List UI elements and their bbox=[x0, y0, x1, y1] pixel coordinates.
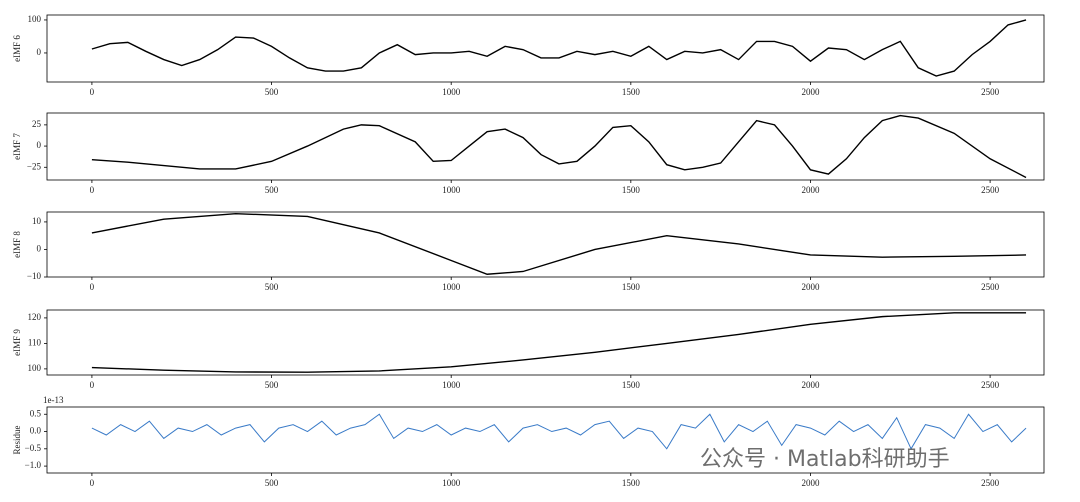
y-tick-label: 120 bbox=[28, 312, 42, 322]
y-axis-label: Residue bbox=[12, 425, 22, 454]
x-tick-label: 1500 bbox=[622, 282, 641, 292]
x-tick-label: 500 bbox=[265, 185, 279, 195]
x-tick-label: 2500 bbox=[981, 282, 1000, 292]
y-tick-label: 100 bbox=[28, 14, 42, 24]
x-tick-label: 0 bbox=[90, 282, 95, 292]
axes-frame bbox=[46, 14, 1045, 83]
y-tick-label: 0 bbox=[37, 47, 42, 57]
data-line bbox=[91, 212, 1027, 275]
x-tick-label: 2000 bbox=[801, 87, 820, 97]
x-tick-label: 2500 bbox=[981, 87, 1000, 97]
x-tick-label: 1000 bbox=[442, 87, 461, 97]
axes-frame bbox=[46, 309, 1045, 376]
x-tick-label: 1000 bbox=[442, 282, 461, 292]
data-line bbox=[91, 413, 1027, 450]
y-tick-label: −25 bbox=[27, 161, 42, 171]
x-tick-label: 500 bbox=[265, 282, 279, 292]
y-tick-label: 25 bbox=[32, 119, 42, 129]
watermark: 公众号 · Matlab科研助手 bbox=[700, 447, 950, 472]
y-tick-label: 10 bbox=[32, 216, 42, 226]
x-tick-label: 0 bbox=[90, 478, 95, 488]
x-tick-label: 0 bbox=[90, 185, 95, 195]
x-tick-label: 1500 bbox=[622, 478, 641, 488]
x-tick-label: 2000 bbox=[801, 185, 820, 195]
data-line bbox=[91, 312, 1027, 373]
x-tick-label: 1000 bbox=[442, 185, 461, 195]
y-axis-label: eIMF 9 bbox=[12, 329, 22, 356]
data-line bbox=[91, 114, 1027, 179]
axes-frame bbox=[46, 112, 1045, 181]
axes-frame bbox=[46, 406, 1045, 474]
y-tick-label: 110 bbox=[28, 337, 42, 347]
y-tick-label: 0 bbox=[37, 140, 42, 150]
x-tick-label: 2000 bbox=[801, 478, 820, 488]
y-tick-label: 0.5 bbox=[30, 408, 42, 418]
x-tick-label: 1500 bbox=[622, 380, 641, 390]
x-tick-label: 2000 bbox=[801, 380, 820, 390]
x-tick-label: 2500 bbox=[981, 185, 1000, 195]
x-tick-label: 500 bbox=[265, 380, 279, 390]
y-axis-label: eIMF 7 bbox=[12, 133, 22, 160]
x-tick-label: 1000 bbox=[442, 478, 461, 488]
axes-frame bbox=[46, 211, 1045, 278]
y-tick-label: −1.0 bbox=[25, 460, 42, 470]
y-tick-label: 0 bbox=[37, 244, 42, 254]
y-axis-label: eIMF 8 bbox=[12, 231, 22, 258]
x-tick-label: 0 bbox=[90, 87, 95, 97]
x-tick-label: 500 bbox=[265, 87, 279, 97]
y-tick-label: 100 bbox=[28, 363, 42, 373]
x-tick-label: 0 bbox=[90, 380, 95, 390]
x-tick-label: 1500 bbox=[622, 185, 641, 195]
x-tick-label: 1000 bbox=[442, 380, 461, 390]
y-tick-label: 0.0 bbox=[30, 426, 42, 436]
x-tick-label: 1500 bbox=[622, 87, 641, 97]
x-tick-label: 500 bbox=[265, 478, 279, 488]
y-tick-label: −0.5 bbox=[25, 443, 42, 453]
offset-text: 1e-13 bbox=[43, 395, 64, 405]
data-line bbox=[91, 19, 1027, 77]
y-tick-label: −10 bbox=[27, 271, 42, 281]
x-tick-label: 2000 bbox=[801, 282, 820, 292]
x-tick-label: 2500 bbox=[981, 478, 1000, 488]
y-axis-label: eIMF 6 bbox=[12, 35, 22, 62]
x-tick-label: 2500 bbox=[981, 380, 1000, 390]
